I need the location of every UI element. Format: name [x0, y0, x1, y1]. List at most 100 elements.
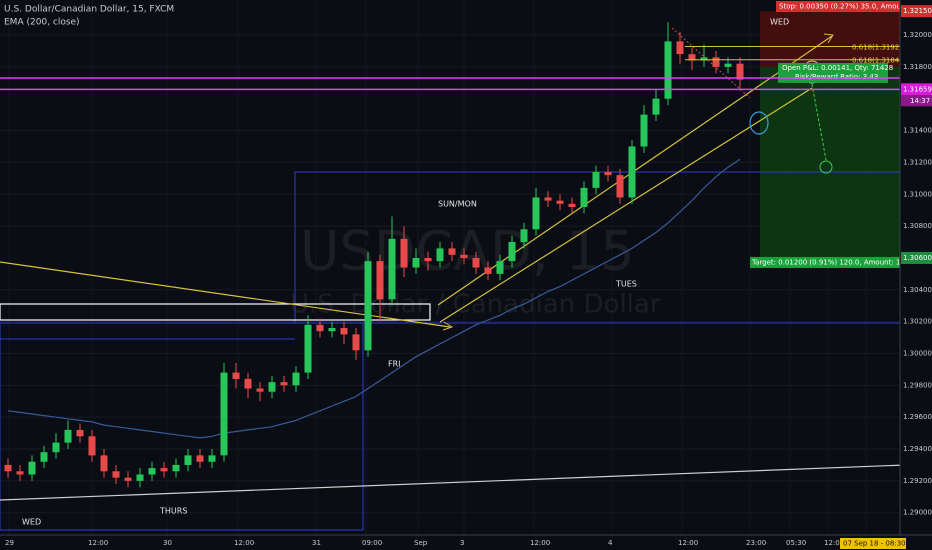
candle-body — [640, 114, 648, 147]
trend-line — [0, 261, 451, 328]
candle-body — [52, 442, 60, 453]
candle-body — [280, 382, 288, 386]
position-tool: Stop: 0.00350 (0.27%) 35.0, Amount: 750 — [760, 1, 926, 258]
candle-body — [88, 436, 96, 456]
countdown-box — [901, 95, 932, 107]
candle-body — [16, 471, 24, 475]
candle-body — [388, 238, 396, 300]
x-tick-label: 31 — [312, 539, 321, 547]
y-tick-label: 1.30200 — [903, 318, 932, 326]
y-tick-label: 1.30800 — [903, 222, 932, 230]
projection — [671, 27, 751, 99]
x-tick-label: 09:00 — [362, 539, 382, 547]
candle-body — [508, 242, 516, 262]
price-label: 1.31659 — [903, 85, 932, 93]
price-label: 1.32150 — [903, 7, 932, 15]
candle-body — [628, 146, 636, 198]
y-tick-label: 1.29000 — [903, 509, 932, 517]
x-tick-label: 23:00 — [746, 539, 766, 547]
candle-body — [556, 200, 564, 204]
overlays: Open P&L: 0.00141, Qty: 71428Risk/Reward… — [0, 43, 916, 268]
day-label: FRI — [388, 360, 401, 369]
stop-box — [776, 1, 900, 12]
day-label: WED — [22, 518, 41, 527]
candle-body — [424, 257, 432, 262]
fib-label: 0.618(1.31845) — [852, 57, 907, 65]
candles — [4, 22, 744, 488]
ema-line — [7, 158, 741, 439]
trend-line — [0, 464, 906, 501]
candle-body — [64, 429, 72, 443]
day-label: THURS — [159, 507, 187, 516]
x-tick-label: 29 — [5, 539, 14, 547]
y-tick-label: 1.29800 — [903, 381, 932, 389]
candle-body — [28, 461, 36, 475]
y-tick-label: 1.29400 — [903, 445, 932, 453]
candle-body — [688, 54, 696, 61]
y-tick-label: 1.31800 — [903, 63, 932, 71]
candle-body — [532, 197, 540, 230]
candle-body — [736, 63, 744, 80]
target-text: Target: 0.01200 (0.91%) 120.0, Amount: 1… — [751, 258, 916, 266]
watermark: USDCAD, 15 — [300, 220, 635, 283]
candle-body — [4, 464, 12, 472]
candle-body — [124, 477, 132, 481]
price-label-box — [901, 251, 932, 264]
candle-body — [376, 261, 384, 300]
y-tick-label: 1.31400 — [903, 127, 932, 135]
x-tick-label: 12:00 — [824, 539, 844, 547]
candle-body — [136, 474, 144, 481]
candle-body — [724, 63, 732, 67]
candle-body — [364, 261, 372, 351]
candle-body — [496, 261, 504, 274]
candle-body — [232, 372, 240, 379]
arrow-head — [823, 33, 834, 44]
candle-body — [568, 203, 576, 207]
x-tick-label: Sep — [414, 539, 428, 547]
candle-body — [520, 229, 528, 243]
x-tick-label: 05:30 — [786, 539, 806, 547]
rr-text: Risk/Reward Ratio: 3.43 — [795, 73, 878, 81]
grid — [0, 0, 900, 535]
y-tick-label: 1.31200 — [903, 158, 932, 166]
date-label: 07 Sep 18 - 08:30 — [843, 540, 906, 548]
y-tick-label: 1.32000 — [903, 31, 932, 39]
candle-body — [664, 41, 672, 99]
x-tick-label: 4 — [608, 539, 613, 547]
target-box — [750, 256, 906, 268]
candle-body — [100, 455, 108, 472]
axis-labels: 1.32000 1.31800 1.31400 1.31200 1.31000 1.308… — [5, 5, 932, 547]
candle-body — [616, 175, 624, 198]
x-tick-label: 30 — [163, 539, 172, 547]
candle-body — [472, 257, 480, 268]
zone-box — [0, 322, 364, 531]
day-label: WED — [770, 18, 789, 27]
candle-body — [544, 197, 552, 201]
candle-body — [292, 372, 300, 386]
candle-body — [460, 254, 468, 258]
candle-body — [340, 328, 348, 335]
y-tick-label: 1.30400 — [903, 286, 932, 294]
candle-body — [412, 257, 420, 268]
candle-body — [112, 471, 120, 478]
day-label: SUN/MON — [438, 200, 477, 209]
candle-body — [700, 57, 708, 61]
candle-body — [652, 98, 660, 115]
pnl-text: Open P&L: 0.00141, Qty: 71428 — [782, 64, 893, 72]
chart-title: U.S. Dollar/Canadian Dollar, 15, FXCM — [4, 5, 174, 15]
candle-body — [448, 248, 456, 255]
candle-body — [76, 429, 84, 437]
candle-body — [184, 455, 192, 465]
x-tick-label: 12:00 — [530, 539, 550, 547]
candle-body — [160, 468, 168, 472]
price-label-box — [901, 83, 932, 96]
price-axis — [900, 0, 932, 535]
range-box — [0, 303, 431, 321]
y-tick-label: 1.31000 — [903, 190, 932, 198]
stop-text: Stop: 0.00350 (0.27%) 35.0, Amount: 750 — [779, 3, 926, 11]
candle-body — [484, 267, 492, 274]
candle-body — [220, 372, 228, 456]
circle-mark — [749, 111, 769, 135]
candle-body — [328, 328, 336, 332]
